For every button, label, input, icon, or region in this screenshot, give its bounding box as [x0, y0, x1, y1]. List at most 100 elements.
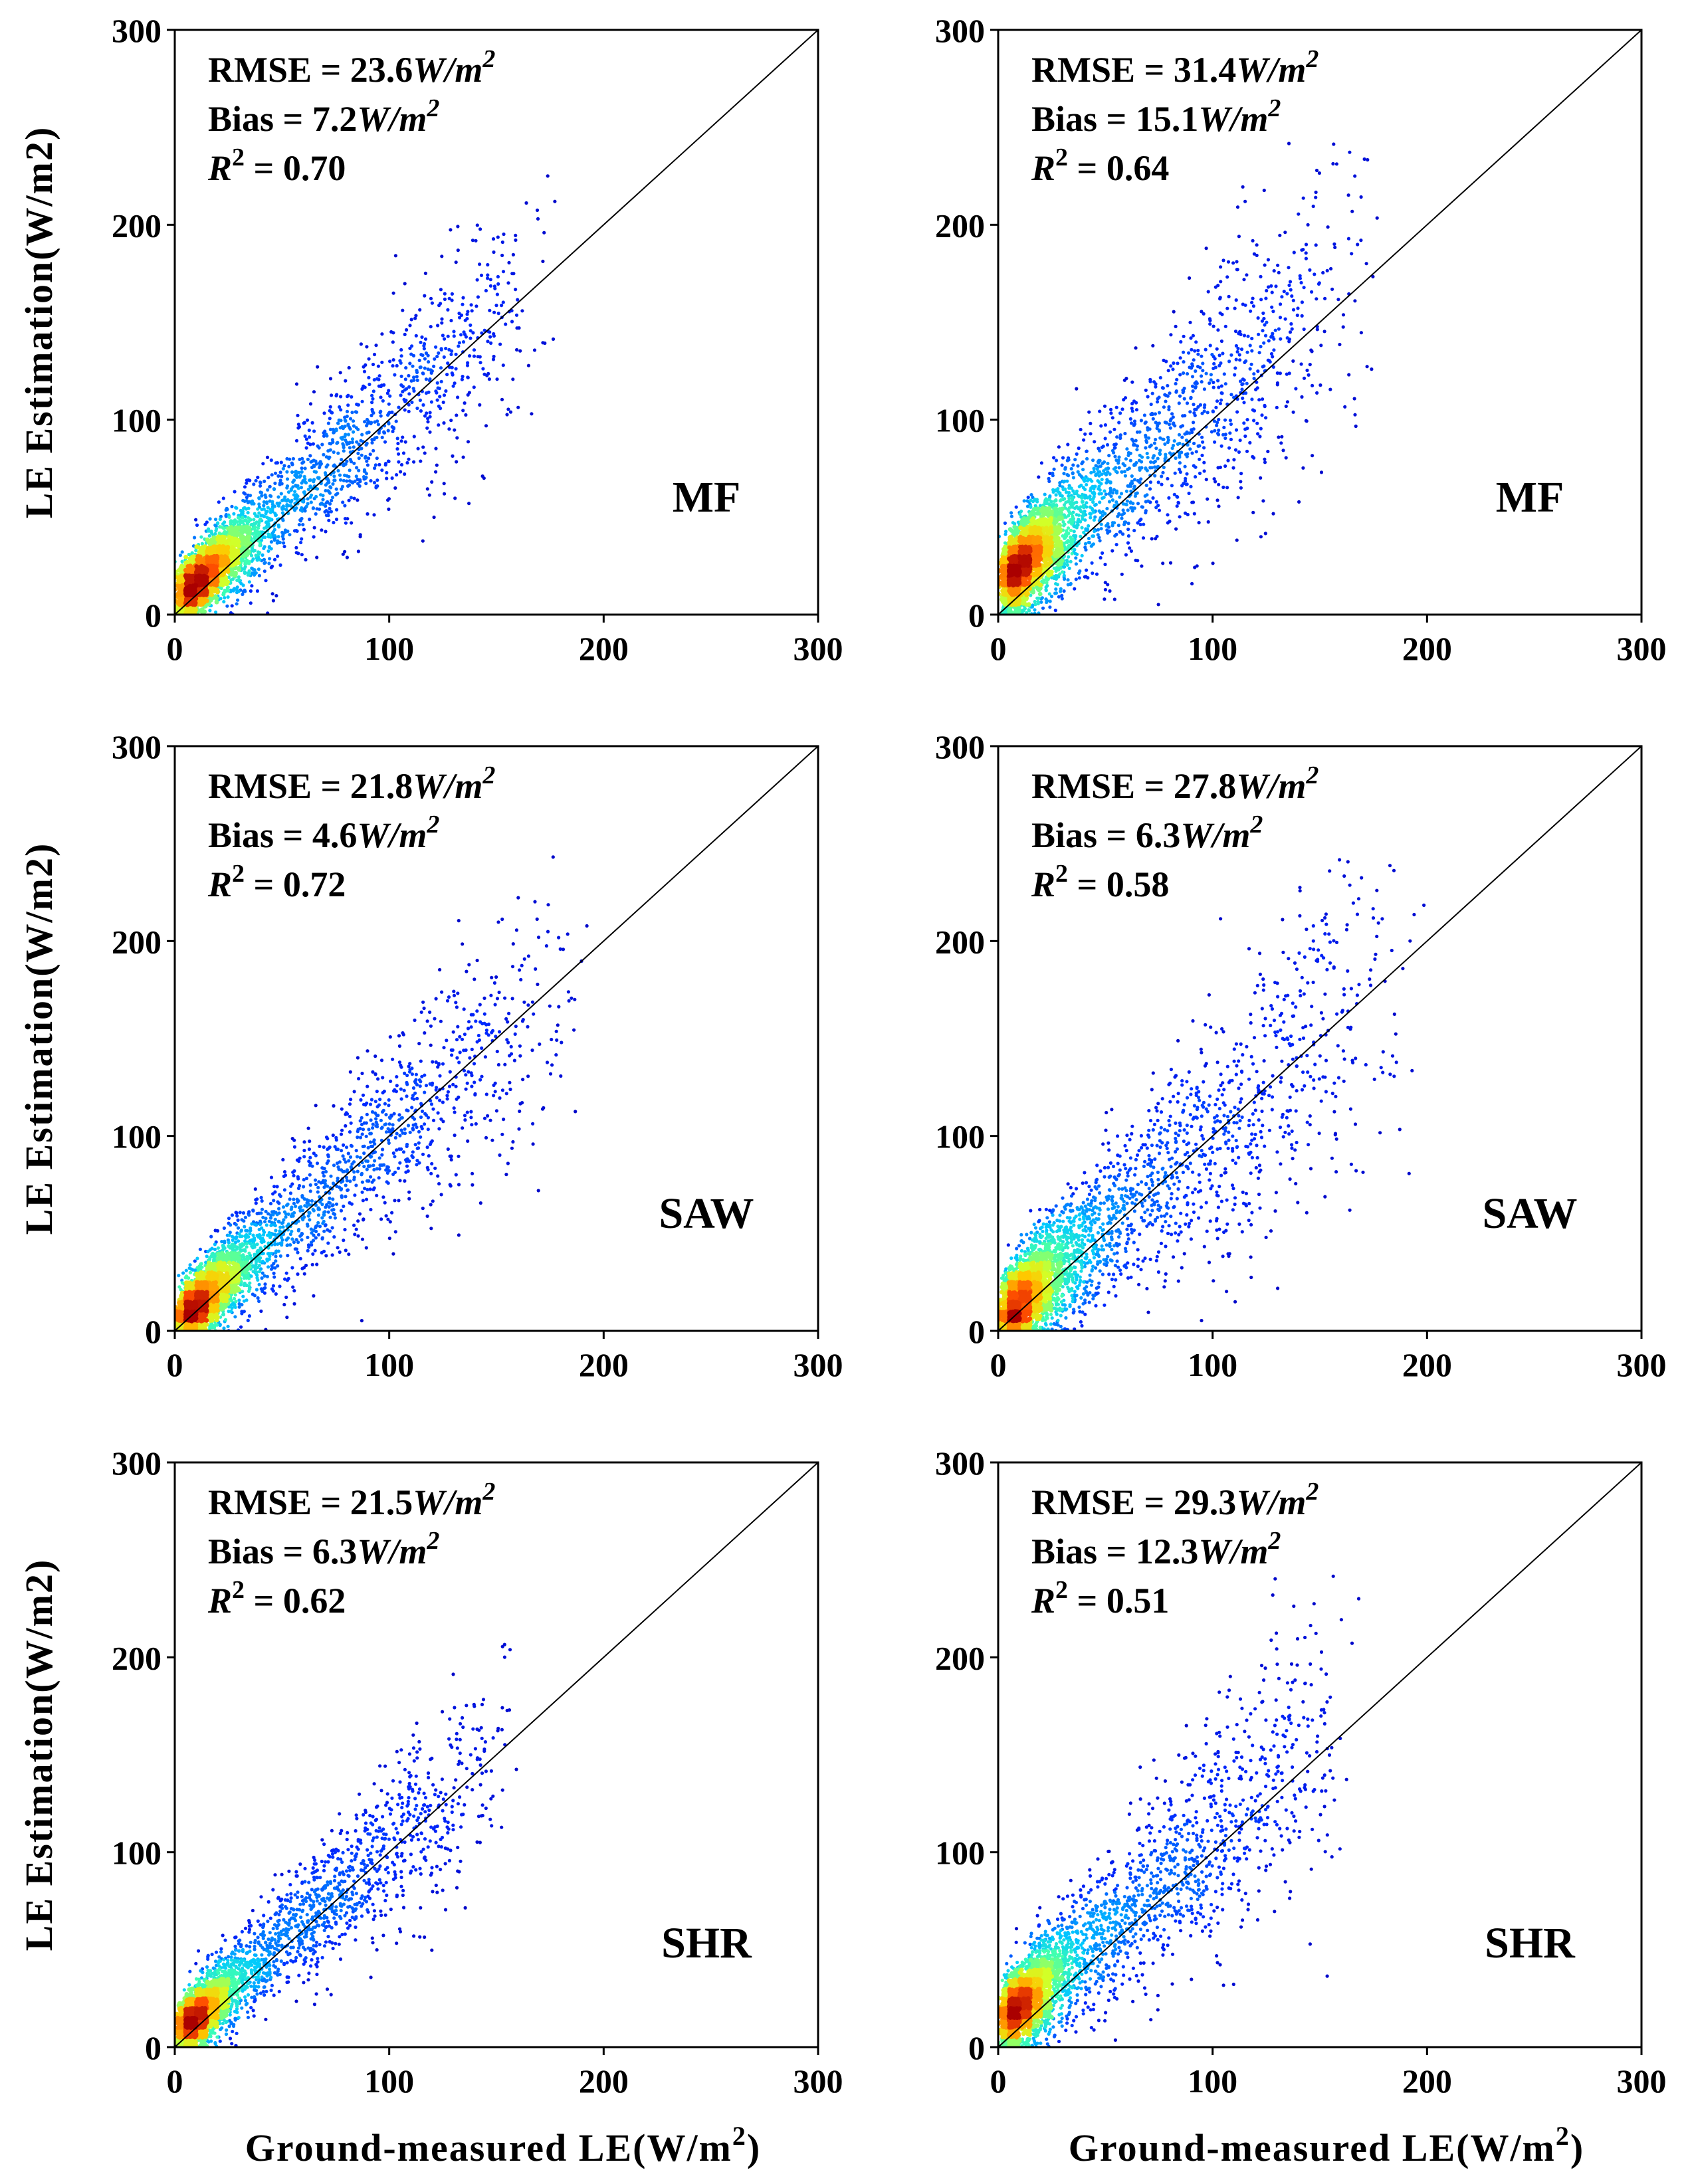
scatter-point — [350, 395, 353, 399]
scatter-point — [473, 385, 476, 389]
scatter-point — [1139, 477, 1142, 480]
scatter-point — [1130, 421, 1133, 425]
scatter-point — [423, 342, 426, 346]
scatter-point — [1261, 499, 1265, 502]
scatter-point — [1130, 474, 1134, 478]
scatter-point — [444, 347, 447, 350]
scatter-point — [1191, 375, 1194, 378]
scatter-point — [1307, 373, 1311, 377]
scatter-point — [1127, 534, 1130, 538]
scatter-point — [1077, 447, 1081, 450]
scatter-point — [471, 239, 475, 242]
scatter-point — [249, 601, 253, 605]
scatter-point — [368, 357, 371, 361]
scatter-point — [1217, 504, 1220, 508]
scatter-point — [276, 541, 280, 544]
scatter-point — [486, 273, 489, 276]
scatter-point — [1154, 506, 1158, 509]
scatter-point — [330, 393, 333, 397]
scatter-point — [1190, 348, 1193, 351]
scatter-point — [403, 282, 407, 285]
scatter-point — [385, 471, 388, 474]
scatter-point — [489, 284, 492, 288]
scatter-point — [283, 498, 286, 502]
scatter-point — [506, 407, 510, 411]
scatter-point — [492, 311, 496, 314]
scatter-point — [332, 478, 336, 482]
scatter-point — [382, 383, 385, 387]
scatter-point — [1140, 460, 1143, 463]
scatter-point — [344, 439, 347, 442]
scatter-point — [346, 415, 349, 418]
scatter-point — [286, 504, 290, 507]
scatter-point — [257, 521, 261, 524]
scatter-point — [176, 601, 181, 606]
scatter-point — [1196, 353, 1200, 356]
scatter-point — [1127, 451, 1130, 454]
scatter-point — [1103, 472, 1107, 475]
scatter-point — [486, 263, 489, 266]
scatter-point — [383, 441, 387, 444]
scatter-point — [1174, 456, 1178, 460]
scatter-point — [423, 367, 427, 370]
scatter-point — [1155, 535, 1158, 538]
scatter-point — [387, 403, 391, 406]
scatter-point — [1101, 462, 1105, 465]
scatter-point — [412, 354, 415, 357]
scatter-point — [1218, 297, 1221, 300]
scatter-point — [1158, 509, 1161, 512]
scatter-point — [290, 470, 294, 474]
scatter-point — [1100, 523, 1103, 526]
scatter-point — [443, 482, 446, 485]
scatter-point — [465, 335, 468, 338]
scatter-point — [502, 270, 505, 273]
scatter-point — [399, 361, 403, 365]
scatter-point — [185, 564, 190, 569]
scatter-point — [1192, 442, 1196, 445]
scatter-point — [1264, 334, 1267, 338]
scatter-point — [296, 426, 300, 429]
scatter-point — [328, 409, 332, 413]
scatter-point — [1180, 484, 1184, 487]
scatter-point — [1218, 353, 1221, 357]
scatter-point — [362, 385, 365, 388]
scatter-point — [443, 338, 446, 341]
scatter-point — [1151, 392, 1154, 395]
scatter-point — [463, 401, 467, 405]
scatter-point — [248, 580, 251, 583]
scatter-point — [1156, 400, 1159, 403]
scatter-point — [1118, 411, 1122, 415]
scatter-point — [306, 442, 310, 445]
scatter-point — [1052, 456, 1055, 459]
scatter-point — [405, 461, 409, 464]
scatter-point — [1288, 371, 1291, 375]
scatter-point — [1303, 328, 1306, 331]
scatter-point — [1186, 482, 1189, 486]
scatter-point — [1221, 258, 1225, 262]
scatter-point — [445, 373, 449, 376]
scatter-point — [1062, 524, 1065, 527]
scatter-point — [1089, 432, 1092, 435]
scatter-point — [329, 377, 332, 380]
scatter-point — [1256, 369, 1259, 373]
scatter-point — [356, 482, 360, 485]
scatter-point — [248, 569, 251, 573]
scatter-point — [261, 553, 264, 557]
scatter-point — [1182, 371, 1185, 375]
scatter-point — [279, 470, 282, 474]
scatter-point — [426, 420, 429, 423]
scatter-point — [403, 333, 407, 336]
scatter-point — [1250, 349, 1253, 352]
scatter-point — [1146, 428, 1150, 431]
scatter-point — [1126, 500, 1129, 503]
scatter-point — [1178, 515, 1182, 518]
scatter-point — [1300, 281, 1303, 284]
scatter-point — [419, 460, 422, 463]
scatter-point — [412, 379, 415, 382]
scatter-point — [235, 561, 240, 565]
scatter-point — [1054, 609, 1057, 612]
scatter-point — [1281, 448, 1285, 452]
scatter-point — [344, 419, 347, 423]
scatter-point — [235, 520, 239, 524]
scatter-point — [488, 335, 492, 338]
